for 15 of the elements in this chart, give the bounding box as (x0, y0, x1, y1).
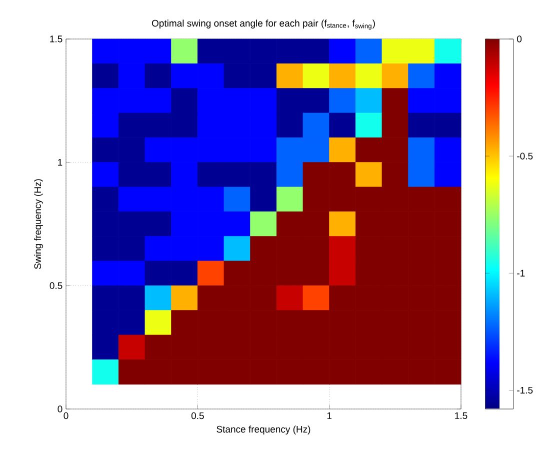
x-tick-label: 1.5 (455, 412, 468, 419)
x-tick-label: 1 (327, 412, 332, 419)
x-axis-title: Stance frequency (Hz) (216, 426, 310, 434)
color-bar-label: -1 (517, 270, 525, 276)
y-tick-label: 0 (58, 406, 62, 412)
y-tick-label: 1.5 (50, 36, 62, 42)
x-tick-label: 0 (64, 412, 68, 420)
y-tick-label: 1 (58, 159, 62, 166)
color-bar-label: -0.5 (517, 152, 533, 160)
color-bar-label: 0 (517, 36, 522, 42)
color-bar-label: -1.5 (517, 386, 533, 394)
x-tick-label: 0.5 (191, 412, 204, 420)
chart-title: Optimal swing onset angle for each pair (f$_{stance}$, f$_{swing}$) (152, 20, 375, 30)
y-axis-title: Swing frequency (Hz) (34, 179, 43, 269)
y-tick-label: 0.5 (50, 282, 62, 290)
